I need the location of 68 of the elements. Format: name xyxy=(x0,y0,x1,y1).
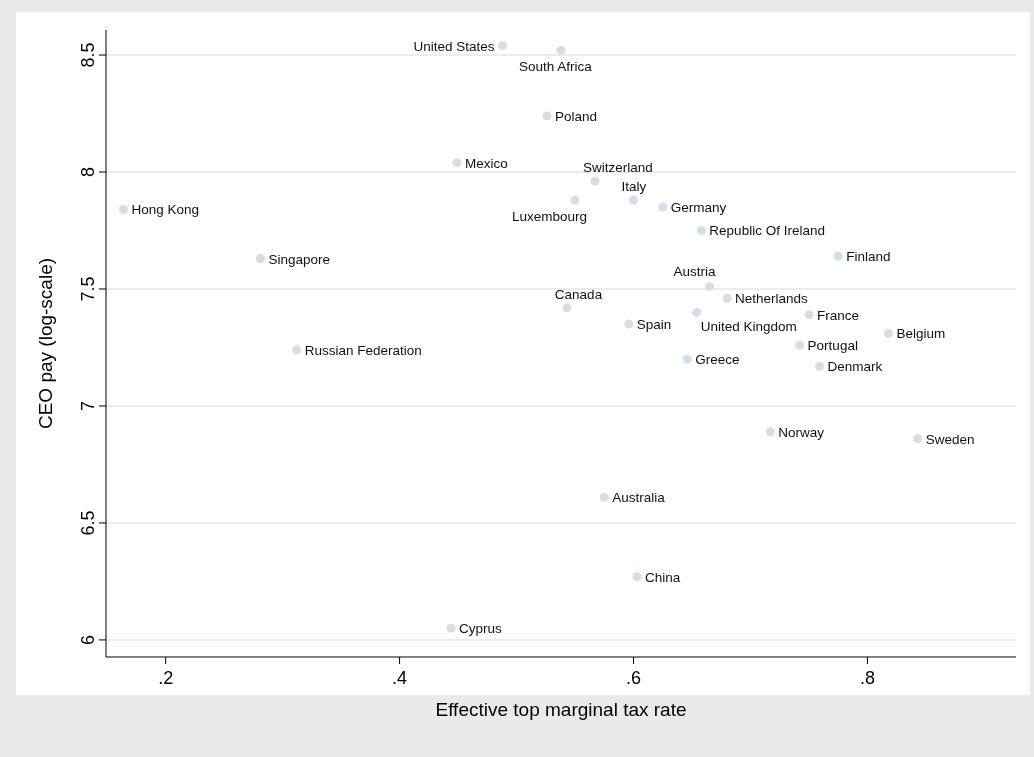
y-tick-label: 6 xyxy=(78,634,98,645)
y-tick-label: 8 xyxy=(78,167,98,178)
annotation: Russian Federation xyxy=(304,342,422,358)
annotation: Norway xyxy=(778,424,825,440)
annotation: Mexico xyxy=(464,155,508,171)
annotation: France xyxy=(816,307,859,323)
point xyxy=(833,251,843,261)
point xyxy=(599,492,609,502)
annotation: Austria xyxy=(673,263,717,279)
annotation: Italy xyxy=(621,179,647,195)
point xyxy=(815,361,824,371)
x-tick-label: .8 xyxy=(859,668,875,688)
point xyxy=(692,307,702,317)
point xyxy=(452,158,462,168)
point xyxy=(913,434,923,444)
annotation: Hong Kong xyxy=(131,202,200,218)
point xyxy=(804,310,814,320)
annotation: Australia xyxy=(612,490,666,506)
point xyxy=(292,345,302,355)
point xyxy=(498,41,508,51)
point xyxy=(765,427,775,437)
annotation: Belgium xyxy=(896,326,946,342)
point xyxy=(884,328,894,338)
point xyxy=(795,340,805,350)
annotation: Luxembourg xyxy=(511,209,588,225)
annotation: Sweden xyxy=(925,431,975,447)
point xyxy=(570,195,580,205)
annotation: China xyxy=(645,569,681,585)
annotation: Portugal xyxy=(807,338,858,354)
x-axis-title: Effective top marginal tax rate xyxy=(435,699,687,720)
point xyxy=(255,254,265,264)
x-tick-label: .4 xyxy=(392,668,408,688)
y-tick-label: 7 xyxy=(78,400,98,411)
point xyxy=(705,282,715,292)
point xyxy=(556,45,566,55)
point xyxy=(658,202,668,212)
annotation: Republic Of Ireland xyxy=(709,223,825,239)
point xyxy=(119,204,129,214)
annotation: Singapore xyxy=(268,251,330,267)
point xyxy=(590,176,600,186)
x-tick-label: .2 xyxy=(158,668,174,688)
x-tick-label: .6 xyxy=(626,668,642,688)
annotation: United Kingdom xyxy=(700,319,797,335)
annotation: South Africa xyxy=(519,59,593,75)
annotation: Switzerland xyxy=(582,160,653,176)
point xyxy=(542,111,552,121)
annotation: Germany xyxy=(670,200,727,216)
annotation: Greece xyxy=(695,352,740,368)
point xyxy=(696,226,706,235)
point xyxy=(682,354,692,364)
point xyxy=(632,572,642,582)
y-tick-label: 6.5 xyxy=(78,510,98,536)
point xyxy=(722,293,732,303)
point xyxy=(624,319,634,329)
annotation: United States xyxy=(413,38,495,54)
annotation: Spain xyxy=(636,317,672,333)
annotation: Canada xyxy=(554,286,603,302)
point xyxy=(562,303,572,313)
annotation: Denmark xyxy=(827,359,883,375)
y-tick-label: 8.5 xyxy=(78,42,98,68)
y-tick-label: 7.5 xyxy=(78,276,98,302)
annotation: Netherlands xyxy=(735,291,809,307)
annotation: Finland xyxy=(846,249,891,265)
point xyxy=(629,195,639,205)
annotation: Poland xyxy=(554,108,598,124)
point xyxy=(446,623,456,633)
annotation: Cyprus xyxy=(459,621,503,637)
y-axis-title: CEO pay (log-scale) xyxy=(35,257,56,430)
